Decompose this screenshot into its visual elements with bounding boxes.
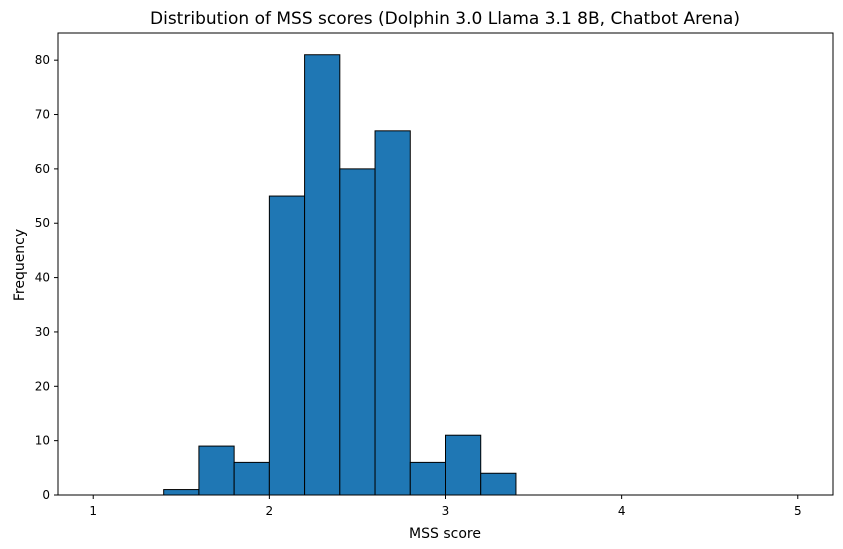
- histogram-bar: [374, 130, 411, 496]
- y-tick-label: 20: [35, 379, 50, 393]
- y-tick-label: 70: [35, 108, 50, 122]
- x-axis: 1 2 3 4 5: [89, 495, 802, 518]
- bars-group: [163, 54, 517, 496]
- x-tick-label: 5: [794, 504, 802, 518]
- histogram-bar: [339, 168, 376, 496]
- x-tick-label: 2: [266, 504, 274, 518]
- histogram-bar: [163, 489, 200, 496]
- histogram-bar: [233, 461, 270, 496]
- y-tick-label: 40: [35, 271, 50, 285]
- histogram-bar: [198, 445, 235, 496]
- y-tick-label: 50: [35, 216, 50, 230]
- y-tick-label: 30: [35, 325, 50, 339]
- x-axis-label: MSS score: [409, 526, 481, 542]
- x-tick-label: 1: [89, 504, 97, 518]
- y-tick-label: 0: [42, 488, 50, 502]
- histogram-bar: [268, 195, 306, 496]
- histogram-bar: [480, 472, 517, 496]
- x-tick-label: 3: [442, 504, 450, 518]
- y-tick-label: 10: [35, 434, 50, 448]
- y-tick-label: 60: [35, 162, 50, 176]
- plot-frame: [57, 32, 834, 496]
- y-axis-label: Frequency: [12, 229, 28, 301]
- histogram-bar: [445, 434, 482, 496]
- x-tick-label: 4: [618, 504, 626, 518]
- histogram-bar: [304, 54, 341, 496]
- chart-title: Distribution of MSS scores (Dolphin 3.0 …: [150, 9, 740, 29]
- histogram-bar: [409, 461, 447, 496]
- y-axis: 0 10 20 30 40 50 60 70 80: [35, 53, 58, 502]
- y-tick-label: 80: [35, 53, 50, 67]
